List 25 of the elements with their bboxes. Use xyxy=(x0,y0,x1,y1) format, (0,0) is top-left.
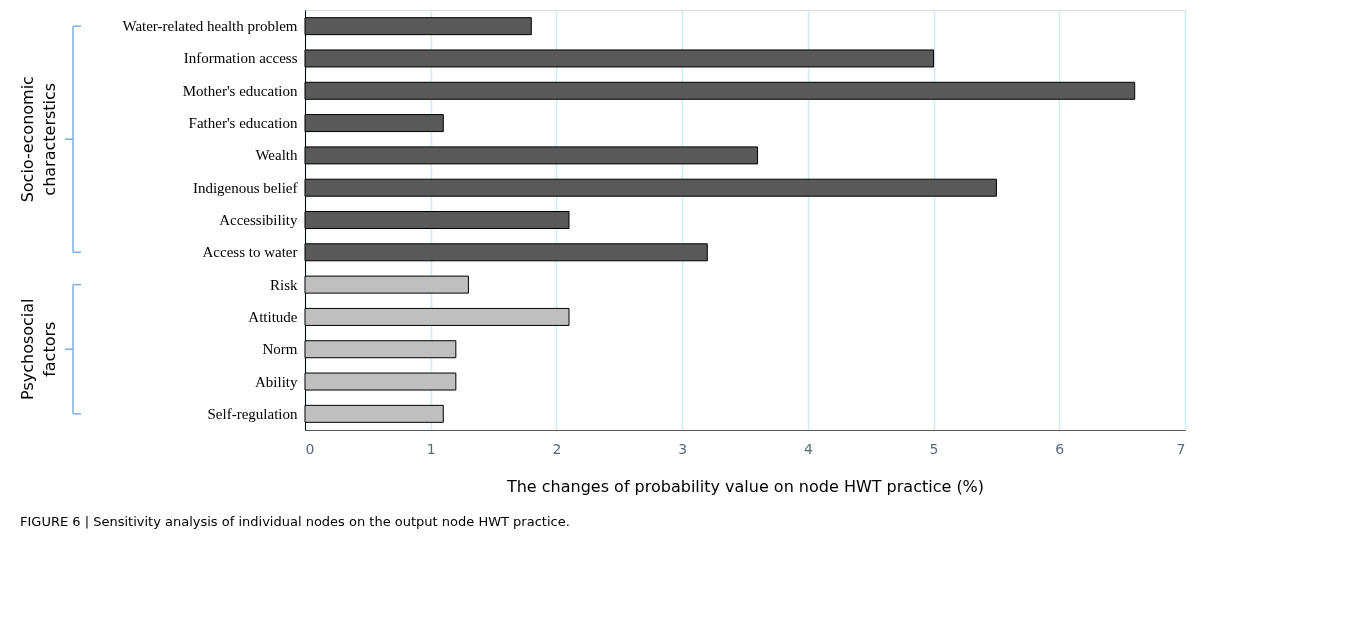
text: Socio-economic characterstics xyxy=(18,76,59,203)
x-tick-label: 1 xyxy=(426,440,436,457)
x-tick-label: 7 xyxy=(1176,440,1186,457)
y-tick-label: Father's education xyxy=(188,115,298,132)
y-tick-label: Accessibility xyxy=(219,212,298,228)
y-tick-label: Attitude xyxy=(248,308,298,325)
y-tick-label: Information access xyxy=(183,50,298,67)
x-axis-title: The changes of probability value on node HWT practice (%) xyxy=(505,476,985,496)
text: Psychosocial factors xyxy=(18,298,59,400)
x-tick-label: 6 xyxy=(1055,440,1065,457)
y-tick-label: Water-related health problem xyxy=(122,18,298,35)
y-tick-label: Risk xyxy=(269,276,298,293)
x-tick-label: 4 xyxy=(803,440,813,457)
x-tick-label: 2 xyxy=(552,440,562,457)
y-tick-label: Ability xyxy=(254,373,298,390)
x-tick-label: 0 xyxy=(305,440,315,457)
text: FIGURE 6 | Sensitivity analysis of individual nodes on the output node HWT practice. xyxy=(20,514,570,529)
y-tick-label: Self-regulation xyxy=(207,405,298,422)
x-tick-label: 3 xyxy=(678,440,688,457)
x-tick-label: 5 xyxy=(929,440,939,457)
y-tick-label: Access to water xyxy=(202,244,298,261)
y-tick-label: Norm xyxy=(262,341,298,358)
y-tick-label: Wealth xyxy=(255,147,298,164)
y-tick-label: Indigenous belief xyxy=(192,179,298,196)
y-tick-label: Mother's education xyxy=(182,82,298,99)
